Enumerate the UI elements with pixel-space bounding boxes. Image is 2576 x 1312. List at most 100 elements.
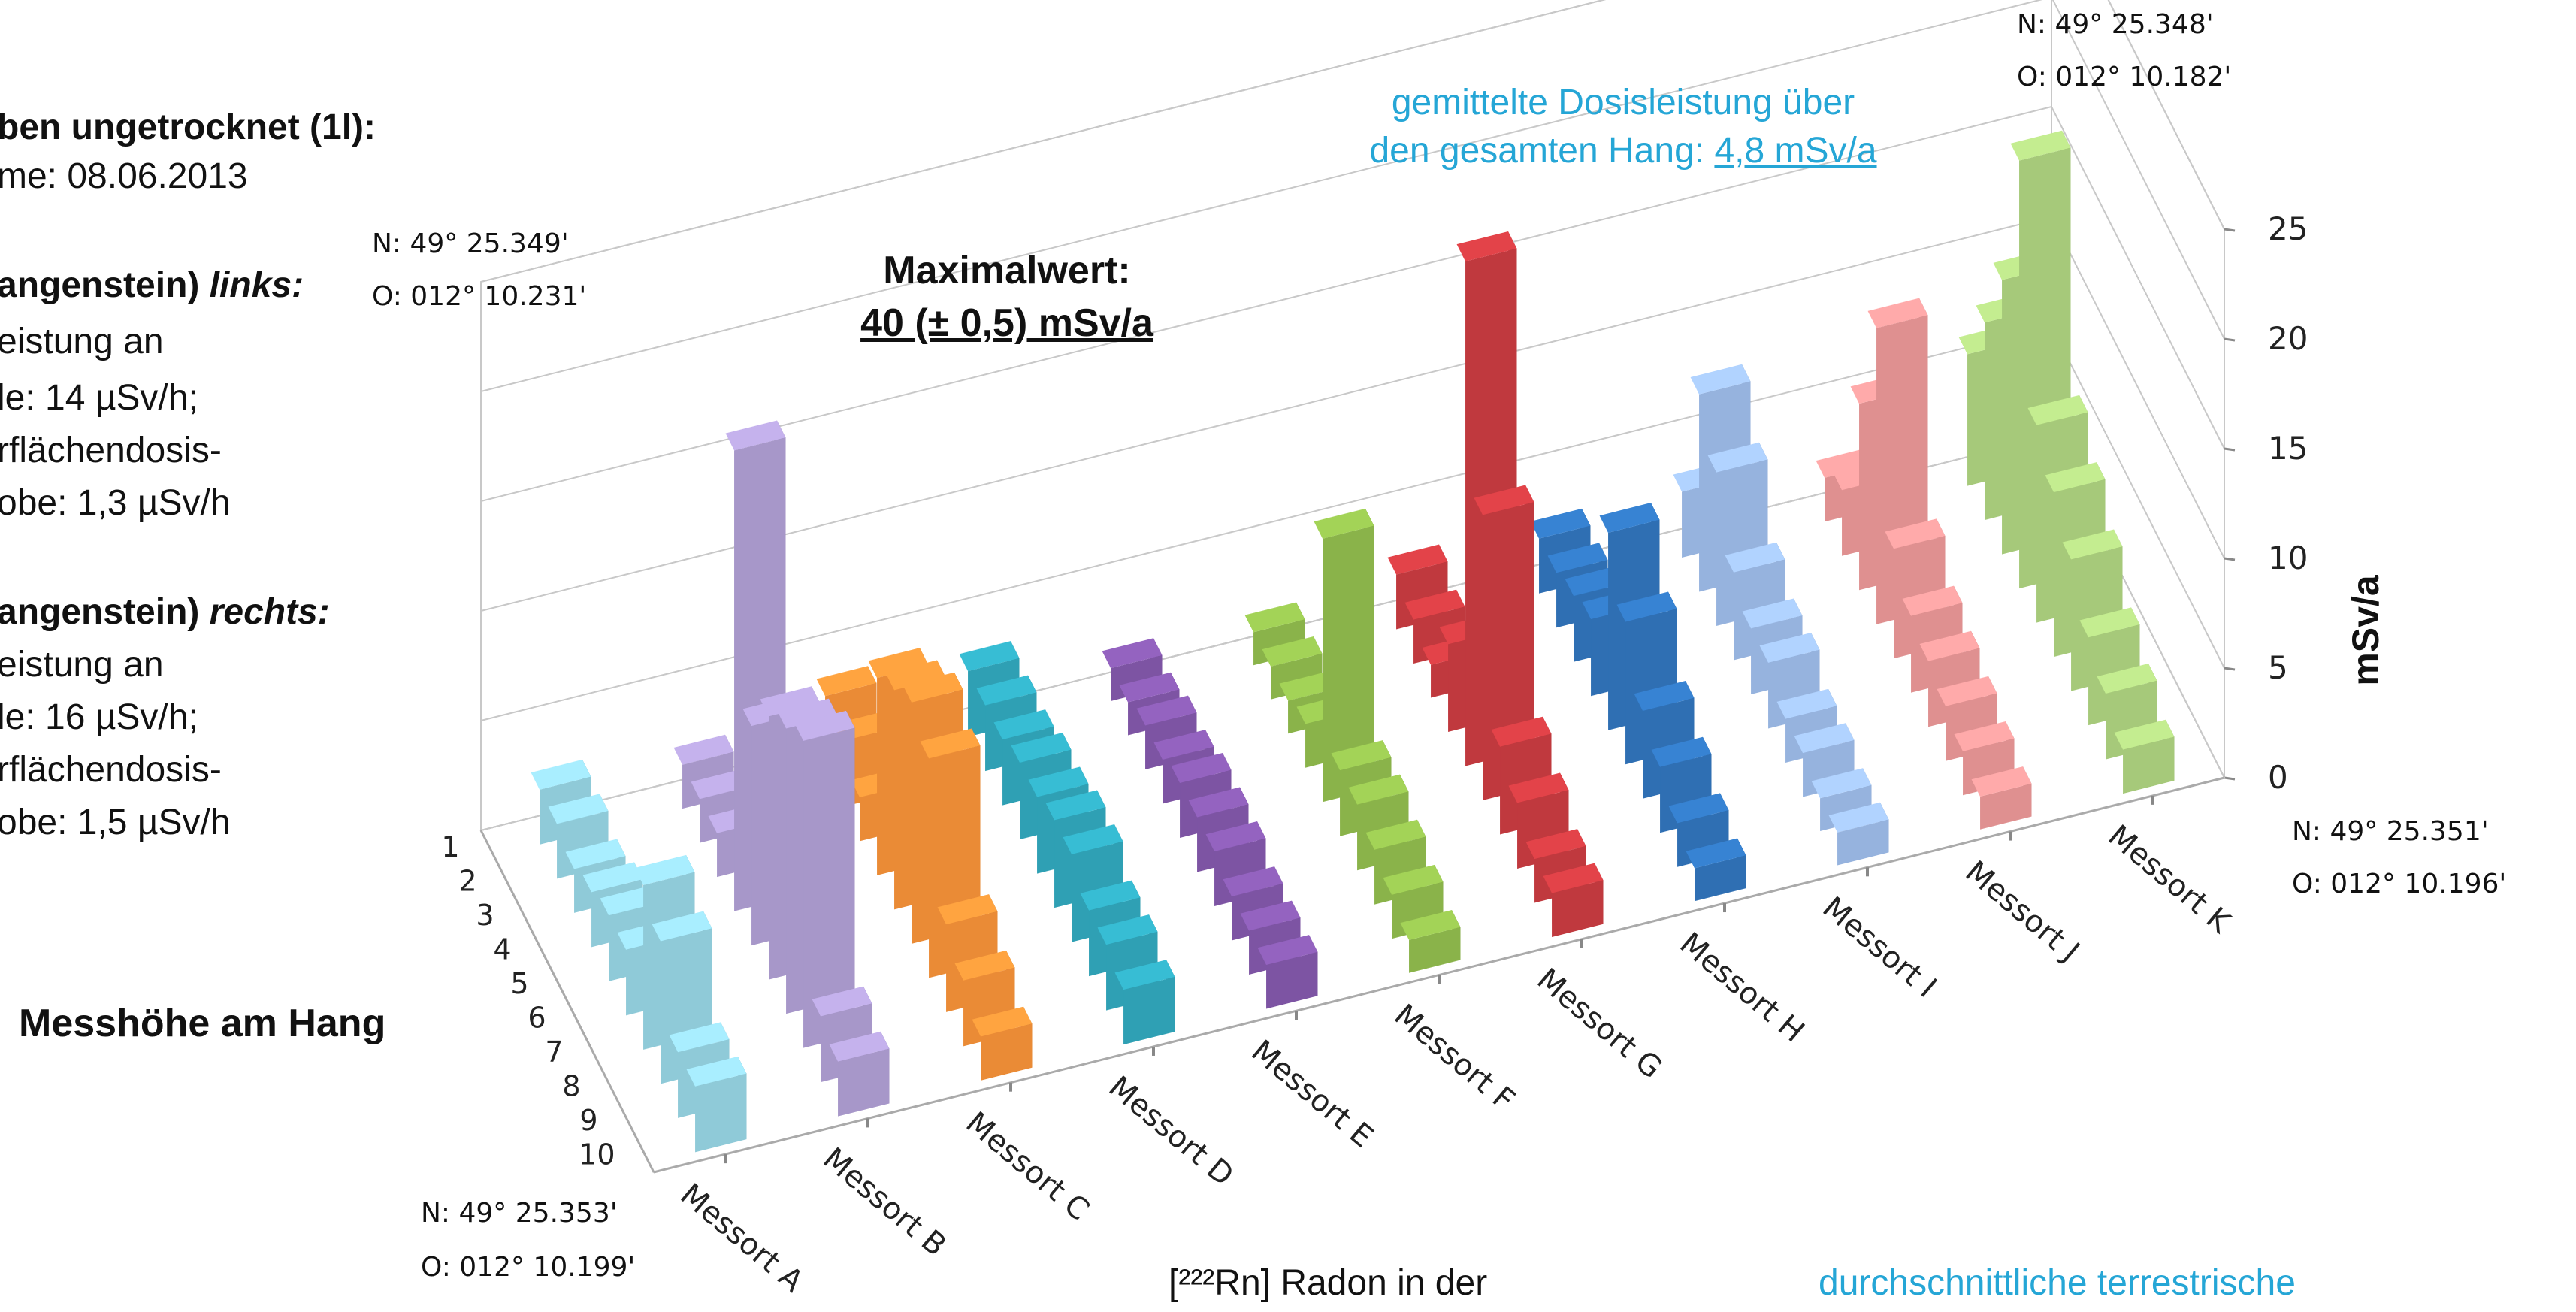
bar-top — [531, 759, 591, 790]
bar-top — [972, 1006, 1033, 1037]
coord-top-left-o: O: 012° 10.231' — [372, 281, 587, 312]
bar-top — [2027, 395, 2088, 425]
category-label: Messort H — [1673, 926, 1811, 1049]
bar-top — [652, 911, 712, 942]
row-label: 10 — [579, 1138, 615, 1171]
max-value-line1: Maximalwert: — [883, 249, 1131, 292]
category-label: Messort C — [960, 1105, 1096, 1228]
bar-top — [1331, 740, 1392, 771]
y-tick — [2224, 228, 2236, 232]
bar — [1257, 935, 1318, 1009]
bar-top — [1937, 676, 1997, 706]
bar-top — [2062, 529, 2123, 560]
y-tick-label: 10 — [2268, 540, 2308, 576]
bar-top — [1400, 909, 1461, 940]
bar-top — [1971, 766, 2032, 797]
bar-top — [1474, 485, 1534, 515]
bar-top — [582, 862, 643, 893]
bar-top — [794, 710, 855, 741]
y-tick — [2224, 557, 2236, 561]
bar-top — [1348, 774, 1409, 805]
bar-top — [1097, 914, 1158, 945]
row-label: 3 — [476, 899, 494, 932]
category-label: Messort I — [1816, 890, 1943, 1005]
bar-top — [1114, 960, 1175, 990]
bar-front — [1837, 819, 1889, 866]
note-left-title-a: angenstein) — [0, 265, 210, 305]
bar-top — [1954, 721, 2015, 751]
category-label: Messort F — [1388, 998, 1522, 1117]
bar-front — [1323, 525, 1374, 803]
bar-top — [1240, 900, 1301, 931]
y-tick — [2224, 667, 2236, 671]
coord-right-o: O: 012° 10.196' — [2292, 869, 2507, 899]
avg-dose-value: 4,8 mSv/a — [1714, 131, 1877, 171]
bar — [1543, 863, 1604, 937]
y-tick-label: 0 — [2268, 759, 2288, 796]
note-sample-date: me: 08.06.2013 — [0, 156, 248, 196]
note-right-l2: le: 16 µSv/h; — [0, 697, 198, 737]
bar-top — [816, 666, 877, 697]
bar-top — [1456, 231, 1517, 261]
bar-front — [1409, 927, 1461, 973]
bar-top — [1707, 442, 1768, 473]
gridline — [480, 105, 2225, 502]
bar-top — [1028, 766, 1089, 797]
bar-top — [993, 709, 1054, 740]
avg-dose-annotation: gemittelte Dosisleistung über den gesamt… — [1293, 79, 1954, 175]
y-axis-title: mSv/a — [2345, 574, 2387, 686]
bar-top — [2097, 664, 2157, 694]
bar-top — [954, 950, 1015, 981]
bar-top — [2114, 719, 2175, 750]
note-right-title: angenstein) rechts: — [0, 590, 330, 635]
bar-top — [1171, 753, 1232, 783]
note-left-title: angenstein) links: — [0, 263, 304, 308]
bar-top — [1011, 733, 1072, 763]
row-label: 2 — [458, 864, 476, 897]
avg-dose-line1: gemittelte Dosisleistung über — [1391, 83, 1855, 122]
y-tick — [2224, 776, 2236, 781]
bar-top — [2010, 130, 2071, 161]
bar-top — [548, 794, 609, 824]
bar-top — [634, 854, 695, 885]
z-axis-line — [479, 830, 655, 1173]
category-label: Messort B — [817, 1141, 953, 1263]
bar-front — [803, 727, 855, 1048]
bar-top — [1634, 681, 1695, 711]
bar-top — [669, 1022, 730, 1053]
bar-top — [1508, 772, 1569, 803]
bar-top — [1616, 591, 1677, 622]
coord-right-n: N: 49° 25.351' — [2292, 816, 2489, 847]
category-label: Messort D — [1102, 1069, 1240, 1193]
bar-front — [981, 1023, 1033, 1081]
bar-top — [1811, 768, 1872, 799]
y-tick-label: 15 — [2268, 430, 2308, 467]
note-right-l4: obe: 1,5 µSv/h — [0, 803, 231, 842]
bar-top — [686, 1056, 747, 1087]
bar — [1314, 508, 1374, 803]
bar-top — [1314, 508, 1374, 539]
max-value-annotation: Maximalwert: 40 (± 0,5) mSv/a — [804, 244, 1210, 349]
bar-top — [829, 1031, 890, 1062]
bar — [1828, 802, 1889, 866]
row-label: 5 — [510, 967, 528, 1000]
y-tick — [2224, 337, 2236, 342]
bar — [686, 1056, 747, 1153]
bar-top — [1794, 723, 1855, 754]
bar-top — [760, 686, 821, 717]
note-right-title-a: angenstein) — [0, 592, 210, 632]
row-label: 7 — [545, 1035, 563, 1069]
bar-top — [1867, 298, 1928, 328]
bar-top — [1776, 688, 1837, 719]
note-left-l1: eistung an — [0, 322, 164, 361]
bar-top — [2079, 607, 2140, 638]
bar-front — [695, 1073, 747, 1153]
note-right-title-b: rechts: — [209, 592, 330, 632]
bar-top — [1365, 819, 1426, 850]
bar-top — [1153, 730, 1214, 760]
bar-top — [565, 839, 626, 869]
y-tick-label: 20 — [2268, 320, 2308, 357]
bar-front — [1123, 976, 1175, 1045]
bar-top — [1387, 544, 1448, 575]
